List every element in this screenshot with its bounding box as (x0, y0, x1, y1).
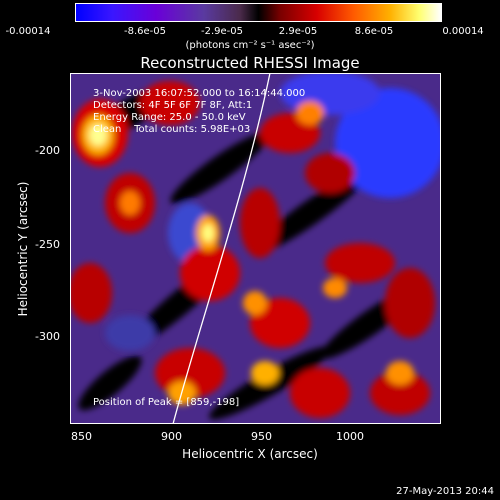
info-line: 3-Nov-2003 16:07:52.000 to 16:14:44.000 (93, 88, 306, 99)
x-tick-label: 850 (71, 430, 92, 443)
colorbar-tick-label: -2.9e-05 (201, 26, 243, 37)
y-tick-label: -200 (35, 144, 60, 157)
colorbar-tick-label: 2.9e-05 (278, 26, 318, 37)
timestamp: 27-May-2013 20:44 (396, 486, 494, 497)
x-tick-label: 950 (251, 430, 272, 443)
y-axis-label: Heliocentric Y (arcsec) (16, 181, 30, 317)
info-line: Detectors: 4F 5F 6F 7F 8F, Att:1 (93, 100, 253, 111)
colorbar (75, 3, 442, 22)
peak-position: Position of Peak = [859,-198] (93, 397, 240, 408)
rhessi-image (70, 73, 441, 424)
colorbar-tick-label: 8.6e-05 (354, 26, 394, 37)
y-tick-label: -250 (35, 238, 60, 251)
x-axis-label: Heliocentric X (arcsec) (182, 447, 318, 461)
x-tick-label: 1000 (336, 430, 364, 443)
plot-title: Reconstructed RHESSI Image (140, 54, 360, 72)
colorbar-tick-label: 0.00014 (442, 26, 484, 37)
info-line: Clean Total counts: 5.98E+03 (93, 124, 251, 135)
colorbar-tick-label: -0.00014 (5, 26, 51, 37)
solar-limb-line (172, 73, 271, 424)
colorbar-units: (photons cm⁻² s⁻¹ asec⁻²) (185, 40, 315, 51)
x-tick-label: 900 (161, 430, 182, 443)
colorbar-tick-label: -8.6e-05 (124, 26, 166, 37)
info-line: Energy Range: 25.0 - 50.0 keV (93, 112, 246, 123)
y-tick-label: -300 (35, 330, 60, 343)
